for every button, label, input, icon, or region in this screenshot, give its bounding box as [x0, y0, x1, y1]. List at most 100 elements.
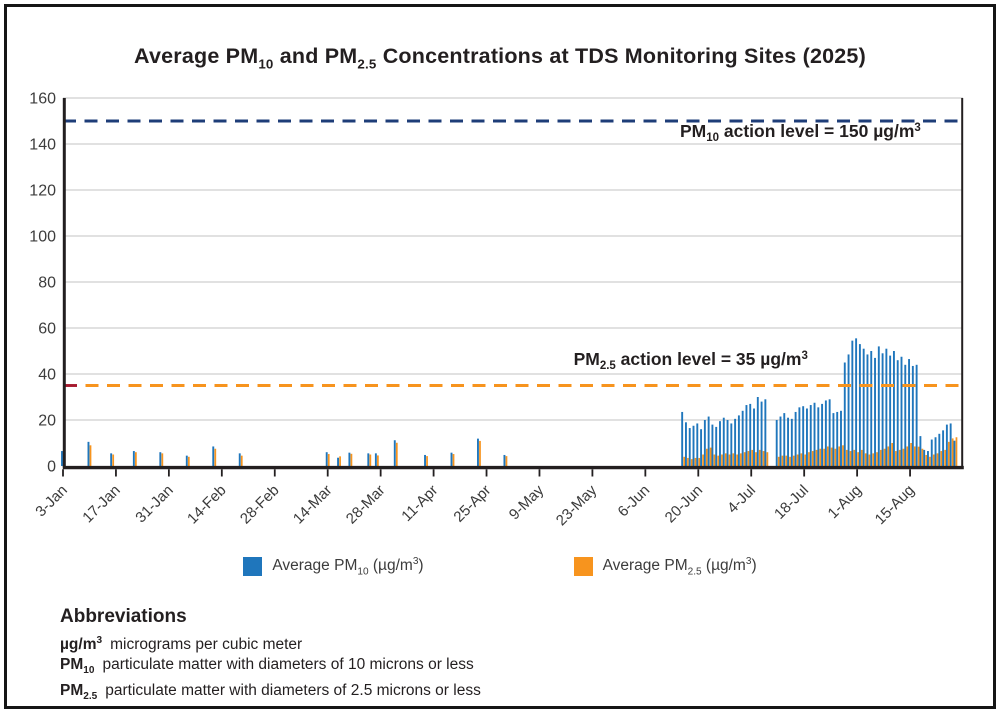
bar-pm25: [134, 452, 137, 466]
bar-pm10: [927, 451, 929, 466]
bar-pm25: [789, 456, 791, 466]
abbreviation-term: µg/m3: [60, 635, 103, 654]
bar-pm25: [929, 456, 931, 466]
bar-pm25: [740, 453, 742, 466]
bar-pm25: [690, 459, 693, 466]
bar-pm10: [348, 452, 351, 466]
bar-pm10: [836, 411, 839, 466]
bar-pm25: [868, 454, 871, 466]
bar-pm10: [707, 416, 710, 466]
bar-pm25: [89, 445, 92, 466]
bar-pm10: [212, 446, 215, 466]
y-tick-label: 20: [38, 413, 56, 430]
bar-pm25: [214, 448, 217, 466]
x-tick-label: 17-Jan: [79, 482, 123, 526]
bar-pm25: [951, 438, 954, 466]
bar-pm25: [861, 449, 863, 466]
bar-pm10: [790, 418, 793, 466]
bar-pm10: [159, 452, 162, 466]
bar-pm10: [110, 453, 113, 466]
x-tick-label: 3-Jan: [32, 482, 71, 521]
title-part: Average PM: [134, 44, 259, 69]
bar-pm25: [327, 454, 330, 466]
bar-pm10: [934, 437, 937, 466]
legend-text: (µg/m: [701, 557, 746, 575]
bar-pm10: [923, 449, 926, 466]
bar-pm25: [864, 453, 867, 466]
bar-pm25: [751, 449, 754, 466]
bar-pm10: [949, 423, 952, 466]
bar-pm10: [877, 346, 880, 466]
bar-pm10: [688, 428, 691, 466]
bar-pm10: [745, 405, 748, 466]
bar-pm10: [374, 453, 377, 466]
bar-pm10: [703, 420, 706, 466]
bar-pm10: [367, 453, 370, 466]
bar-pm10: [749, 403, 752, 466]
bar-pm25: [766, 452, 769, 466]
bar-pm10: [337, 457, 340, 466]
abbreviations-heading: Abbreviations: [60, 606, 187, 627]
pm10-legend-label: Average PM10 (µg/m3): [272, 556, 423, 577]
bar-pm10: [787, 417, 790, 466]
bar-pm25: [777, 456, 780, 466]
x-tick-label: 1-Aug: [825, 482, 865, 522]
bar-pm10: [741, 410, 744, 466]
bar-pm25: [925, 454, 928, 466]
bar-pm10: [783, 413, 786, 466]
bar-pm10: [843, 362, 846, 466]
pm10-action-level-label: PM10 action level = 150 µg/m3: [680, 121, 921, 144]
bar-pm10: [711, 424, 714, 466]
bar-pm10: [681, 411, 684, 466]
bar-pm10: [874, 357, 876, 466]
bar-pm25: [479, 440, 481, 466]
bar-pm10: [942, 430, 945, 466]
bar-pm25: [702, 454, 704, 466]
x-tick-label: 25-Apr: [450, 482, 494, 526]
bar-pm10: [953, 440, 956, 466]
abbreviation-row-pm10: PM10 particulate matter with diameters o…: [60, 655, 481, 681]
abbreviations-section: Abbreviations µg/m3 micrograms per cubic…: [60, 606, 481, 707]
bar-pm25: [724, 453, 727, 466]
bar-pm10: [760, 401, 763, 466]
bar-pm25: [910, 443, 912, 466]
bar-pm10: [817, 407, 820, 466]
bar-pm25: [762, 451, 765, 466]
legend-item-pm10: Average PM10 (µg/m3): [243, 556, 424, 577]
title-sub-10: 10: [258, 56, 274, 72]
bar-pm25: [781, 455, 784, 466]
bar-pm25: [827, 446, 829, 466]
bar-pm25: [883, 448, 886, 466]
legend-item-pm25: Average PM2.5 (µg/m3): [573, 556, 757, 577]
bar-pm25: [377, 455, 379, 466]
bar-pm10: [737, 415, 740, 466]
bar-pm25: [395, 442, 398, 466]
x-tick-label: 11-Apr: [398, 482, 441, 525]
bar-pm25: [853, 449, 856, 466]
bar-pm25: [709, 447, 712, 466]
title-part: Concentrations at TDS Monitoring Sites (…: [376, 44, 866, 69]
bar-pm25: [811, 451, 814, 466]
bar-pm25: [857, 452, 860, 466]
bar-pm10: [828, 399, 831, 466]
title-sub-25: 2.5: [357, 56, 377, 72]
bar-pm10: [756, 397, 759, 466]
bar-pm10: [734, 418, 737, 466]
y-tick-label: 160: [29, 91, 56, 108]
bar-pm10: [847, 354, 850, 466]
legend-text: ): [418, 557, 424, 575]
bar-pm25: [906, 446, 909, 466]
bar-pm10: [802, 406, 805, 466]
x-tick-label: 14-Mar: [290, 482, 336, 528]
bar-pm10: [866, 354, 869, 466]
bar-pm25: [687, 457, 689, 466]
bar-pm25: [161, 453, 164, 466]
bar-pm10: [775, 420, 778, 466]
x-axis-ticks: [62, 469, 911, 477]
bar-pm10: [238, 453, 241, 466]
bar-pm10: [87, 441, 90, 466]
bar-pm10: [930, 439, 933, 466]
bar-pm10: [885, 348, 888, 466]
bar-pm25: [505, 456, 508, 466]
bar-pm10: [809, 405, 812, 466]
